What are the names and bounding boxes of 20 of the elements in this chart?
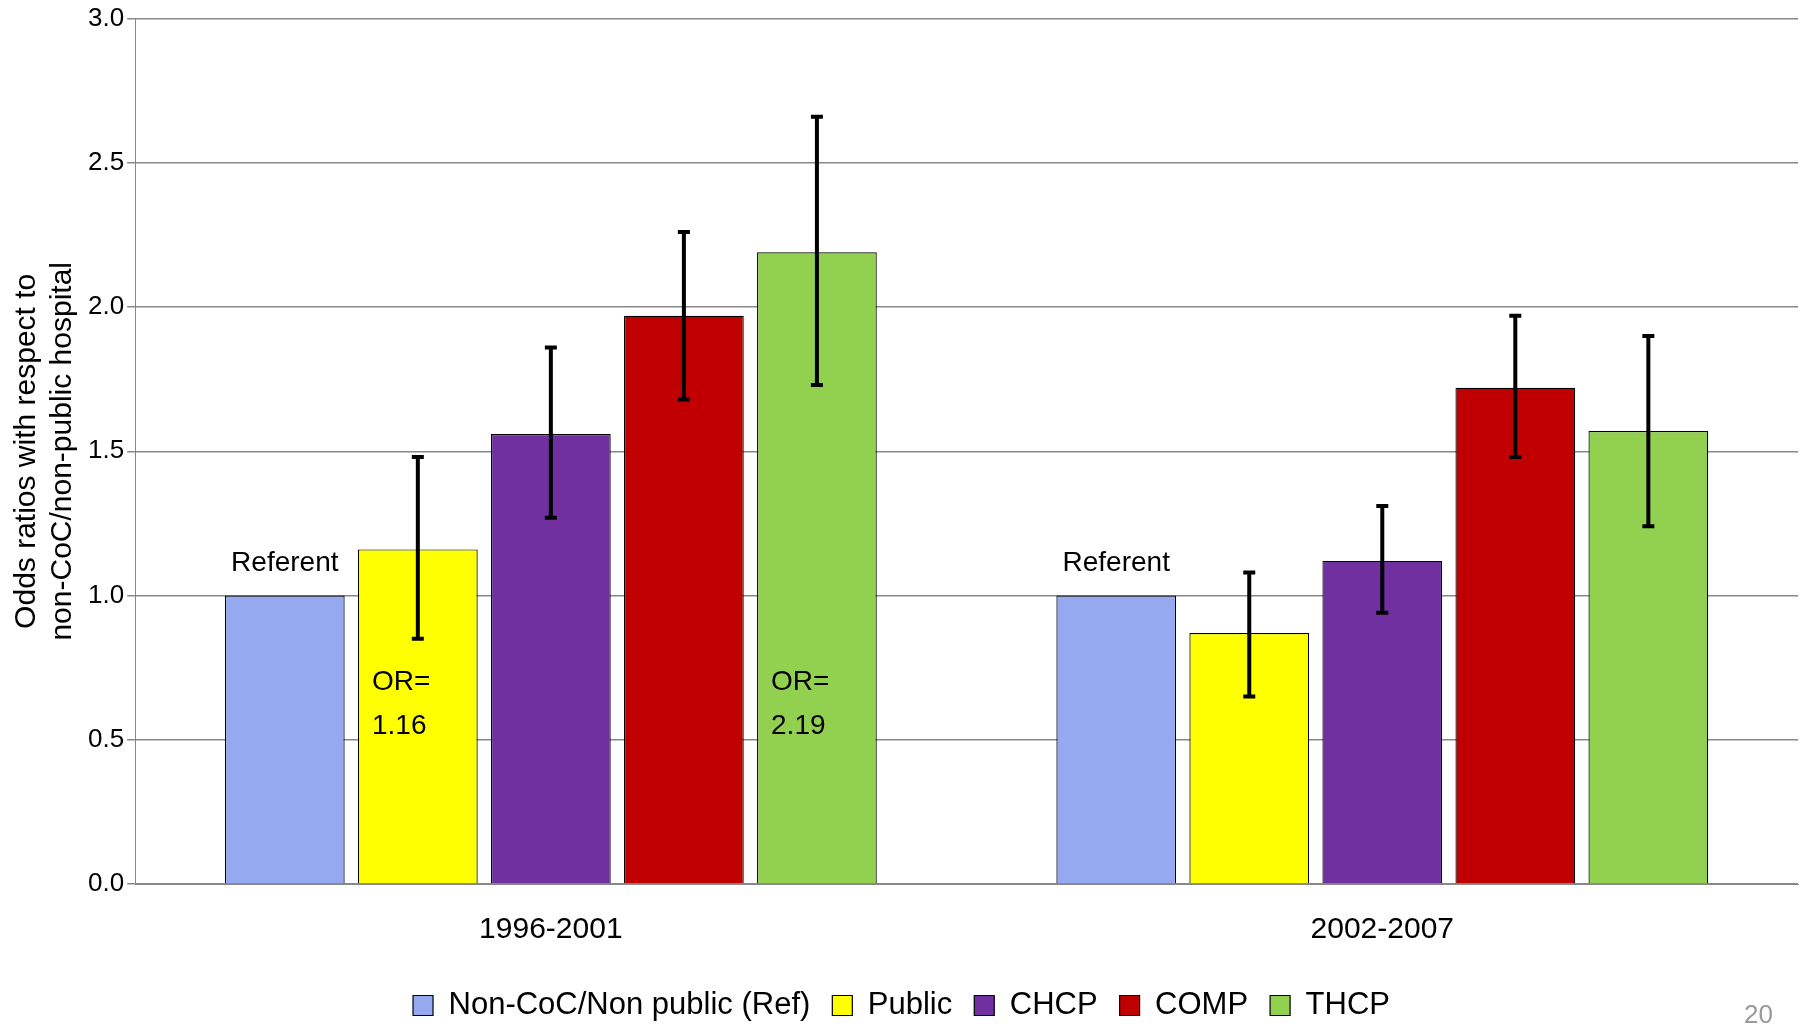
data-label: OR= 2.19 (771, 664, 830, 740)
text: 20 (1744, 999, 1773, 1030)
y-tick-label: 1.0 (87, 578, 125, 609)
y-tick-label: 3.0 (87, 1, 125, 32)
legend-label: CHCP (1009, 986, 1098, 1022)
data-label: OR= 1.16 (371, 664, 431, 740)
legend-label: THCP (1305, 986, 1390, 1022)
y-tick-label: 2.5 (87, 146, 125, 177)
legend-label: Public (867, 986, 953, 1022)
legend-label: Non-CoC/Non public (Ref) (448, 986, 811, 1022)
x-tick-label: 1996-2001 (479, 911, 623, 945)
y-tick-label: 2.0 (87, 290, 125, 321)
y-axis-title: Odds ratios with respect to non-CoC/non-public hospital (8, 262, 78, 641)
y-tick-label: 0.0 (87, 867, 125, 898)
data-label: Referent (1062, 546, 1171, 578)
legend-label: COMP (1155, 986, 1249, 1022)
data-label: Referent (231, 546, 339, 578)
y-tick-label: 0.5 (87, 722, 125, 753)
x-tick-label: 2002-2007 (1310, 911, 1455, 945)
y-tick-label: 1.5 (87, 434, 125, 465)
